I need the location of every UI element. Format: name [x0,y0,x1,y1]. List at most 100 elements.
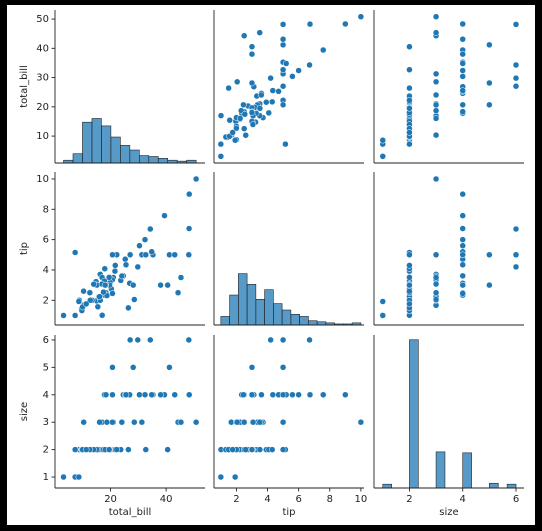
point [459,50,466,58]
point [126,251,134,259]
point [94,303,102,311]
point [105,446,113,453]
point [240,125,248,132]
point [306,391,314,399]
point [100,288,107,296]
point [432,13,440,20]
point [432,107,440,114]
point [306,61,313,69]
point [379,153,387,160]
point [512,61,520,69]
point [279,66,287,73]
hist-bar [273,303,283,326]
point [406,287,413,295]
hist-bar [489,482,499,489]
point [217,153,225,160]
y-tick-label: 10 [36,131,49,142]
point [406,43,413,50]
point [268,98,276,106]
point [459,67,466,74]
point [267,336,274,344]
point [342,391,349,399]
point [248,43,256,50]
point [279,82,287,90]
point [357,13,365,20]
subplot: 2 4 6 8 10 tip [19,172,205,326]
point [109,391,116,399]
hist-bar [91,118,102,164]
point [217,473,225,481]
hist-bar [435,451,446,489]
point [289,391,296,399]
point [147,336,154,344]
hist-bar [139,155,150,164]
subplot [373,10,524,164]
point [282,140,289,148]
point [141,391,149,399]
point [432,251,440,259]
point [406,97,413,104]
point [231,473,239,481]
point [240,418,248,426]
point [512,74,520,82]
point [432,296,440,303]
point [82,300,90,308]
point [229,129,236,136]
point [295,67,302,74]
point [512,82,520,90]
point [459,20,466,28]
point [233,418,241,426]
point [185,225,193,232]
y-tick-label: 4 [43,390,49,401]
hist-bar [462,452,472,489]
point [258,391,265,399]
point [101,281,109,289]
point [486,251,493,259]
point [279,391,287,399]
point [240,391,247,399]
point [71,249,79,256]
hist-bar [255,299,265,326]
point [379,312,387,319]
point [186,391,193,399]
point [122,261,130,269]
point [164,446,171,453]
point [256,29,263,36]
hist-bar [82,121,93,164]
point [125,304,132,312]
point [279,336,287,344]
point [142,251,150,259]
point [71,312,79,319]
point [406,66,413,73]
point [142,446,150,453]
point [459,236,466,243]
point [459,101,466,109]
point [459,108,466,115]
point [459,87,466,94]
subplot [373,172,524,326]
x-axis-label: total_bill [109,507,152,518]
point [75,298,83,305]
point [129,364,137,371]
point [103,418,111,426]
point [134,263,142,271]
point [406,84,413,92]
point [432,29,440,36]
subplot: 2 4 6 8 10 tip [213,335,368,518]
point [118,272,126,280]
hist-bar [409,339,419,489]
y-tick-label: 20 [36,102,49,113]
point [256,418,263,426]
point [126,336,134,344]
point [406,262,413,269]
x-axis-label: size [439,507,458,518]
point [229,446,236,453]
x-tick-label: 10 [355,494,368,505]
point [60,312,67,319]
point [265,109,273,117]
point [256,446,264,453]
hist-bar [72,153,83,164]
point [279,446,287,453]
y-tick-label: 3 [43,417,49,428]
